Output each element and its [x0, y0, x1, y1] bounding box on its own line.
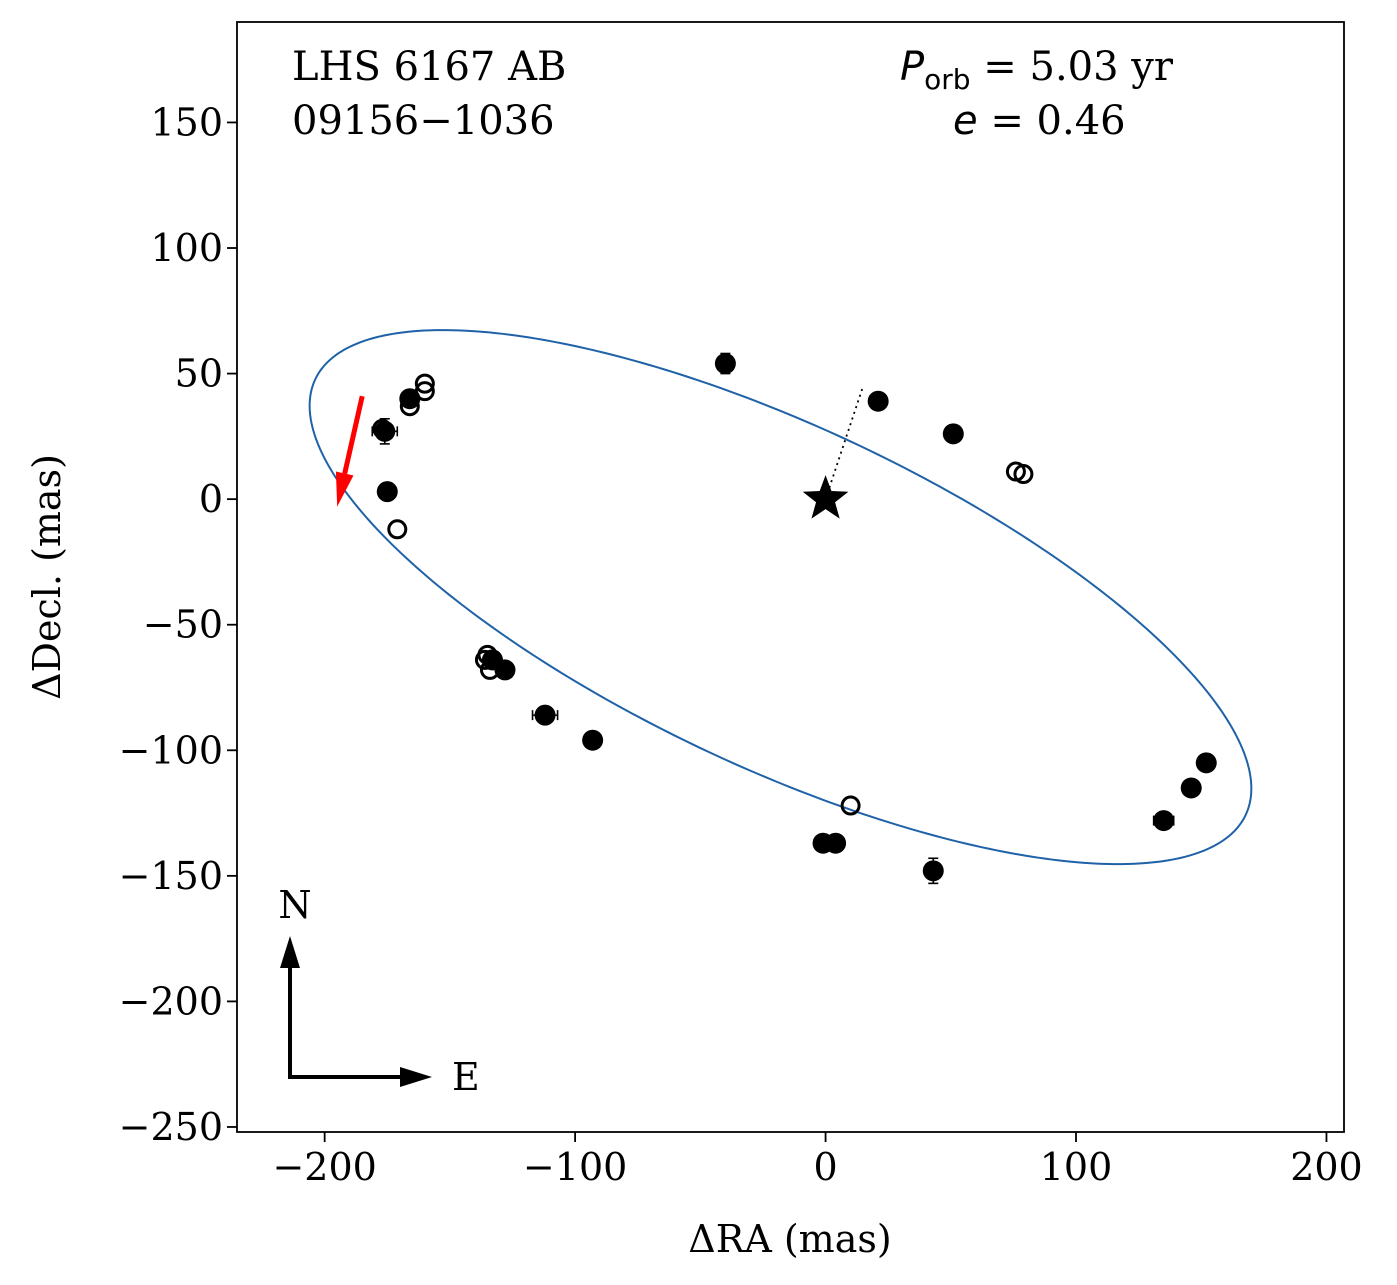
y-tick-label: 150 — [150, 100, 223, 144]
x-tick-label: −200 — [272, 1145, 376, 1189]
filled-data-point — [867, 390, 889, 412]
y-tick-label: −150 — [119, 854, 223, 898]
north-arrowhead — [280, 936, 300, 968]
y-tick-label: −100 — [119, 728, 223, 772]
filled-data-point — [374, 420, 396, 442]
east-arrowhead — [400, 1067, 432, 1087]
filled-data-point — [534, 704, 556, 726]
filled-data-point — [1195, 752, 1217, 774]
system-name-label: LHS 6167 AB — [292, 44, 566, 90]
plot-area — [236, 21, 1345, 1133]
error-bars — [371, 352, 1175, 885]
y-axis: −250 −200 −150 −100 −50 0 50 100 150 — [119, 100, 237, 1149]
ecc-value: = 0.46 — [978, 98, 1126, 144]
period-subscript: orb — [924, 63, 970, 96]
filled-data-point — [399, 388, 421, 410]
system-id-label: 09156−1036 — [292, 98, 555, 144]
filled-data-point — [825, 832, 847, 854]
y-tick-label: −250 — [119, 1105, 223, 1149]
motion-arrowhead — [335, 471, 354, 507]
filled-data-point — [1153, 810, 1175, 832]
filled-data-point — [494, 659, 516, 681]
x-axis: −200 −100 0 100 200 — [272, 1132, 1363, 1189]
eccentricity-annotation: e = 0.46 — [953, 98, 1126, 144]
open-data-point — [840, 795, 861, 816]
y-axis-label: ΔDecl. (mas) — [25, 454, 69, 700]
filled-data-point — [582, 729, 604, 751]
east-label: E — [452, 1055, 480, 1099]
filled-data-point — [922, 860, 944, 882]
motion-arrow-shaft — [342, 395, 365, 475]
open-data-point — [414, 373, 435, 394]
open-data-point — [387, 519, 408, 540]
period-symbol: P — [900, 44, 925, 90]
plot-frame — [236, 21, 1345, 1133]
compass: N E — [278, 883, 479, 1099]
periastron-line — [824, 385, 864, 500]
filled-data-point — [942, 423, 964, 445]
y-tick-label: 100 — [150, 226, 223, 270]
open-data-point — [1013, 464, 1034, 485]
plot-content — [308, 329, 1253, 885]
period-value: = 5.03 yr — [971, 44, 1174, 90]
y-tick-label: −50 — [143, 603, 223, 647]
north-label: N — [278, 883, 311, 927]
primary-star-marker — [802, 475, 849, 519]
x-tick-label: 200 — [1290, 1145, 1363, 1189]
y-tick-label: 0 — [199, 477, 223, 521]
y-tick-label: 50 — [175, 352, 223, 396]
x-tick-label: −100 — [523, 1145, 627, 1189]
filled-points — [374, 353, 1217, 882]
period-annotation: Porb = 5.03 yr — [900, 44, 1174, 96]
filled-data-point — [714, 353, 736, 375]
motion-direction-arrow — [335, 395, 365, 507]
ecc-symbol: e — [953, 98, 978, 144]
orbit-ellipse — [308, 329, 1253, 866]
y-tick-label: −200 — [119, 979, 223, 1023]
filled-data-point — [376, 481, 398, 503]
x-axis-label: ΔRA (mas) — [688, 1217, 891, 1261]
filled-data-point — [1180, 777, 1202, 799]
x-tick-label: 100 — [1040, 1145, 1113, 1189]
x-tick-label: 0 — [813, 1145, 837, 1189]
